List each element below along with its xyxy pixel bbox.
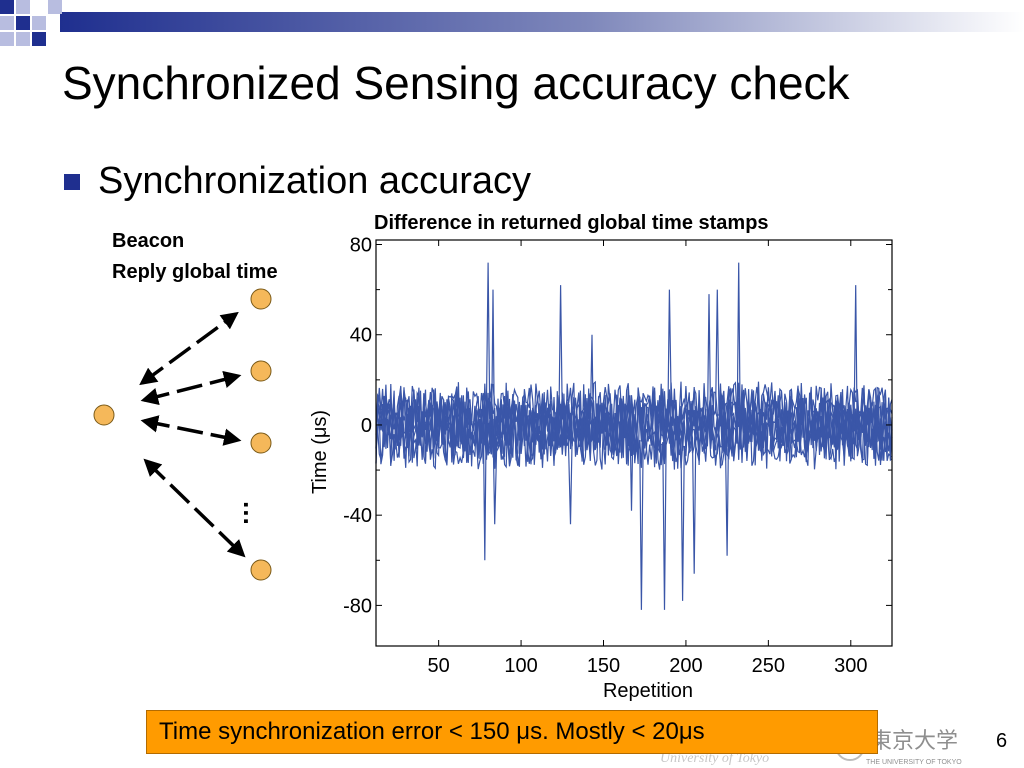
title-bar-decoration <box>0 0 1024 46</box>
tick-layer: 50 100 150 200 250 300 80 40 0 -40 -80 <box>343 235 892 677</box>
x-tick-label: 50 <box>428 655 450 677</box>
sync-diagram: … <box>93 288 272 581</box>
x-axis-label: Repetition <box>603 680 693 702</box>
bullet-text: Synchronization accuracy <box>98 160 531 202</box>
beacon-label: Beacon <box>112 230 185 252</box>
x-tick-label: 200 <box>669 655 702 677</box>
logo-subtext: THE UNIVERSITY OF TOKYO <box>866 759 962 766</box>
summary-note: Time synchronization error < 150 μs. Mos… <box>146 710 878 754</box>
slide-title: Synchronized Sensing accuracy check <box>62 57 850 109</box>
logo-script: University of Tokyo <box>660 751 769 766</box>
page-number: 6 <box>996 730 1008 752</box>
summary-note-text: Time synchronization error < 150 μs. Mos… <box>159 718 705 745</box>
series-line <box>375 289 893 456</box>
slave-node-2 <box>250 360 272 382</box>
plot-frame <box>375 239 893 647</box>
y-tick-label: -80 <box>343 595 372 617</box>
university-logo: 東京大学 THE UNIVERSITY OF TOKYO University … <box>660 729 962 766</box>
x-tick-label: 100 <box>504 655 537 677</box>
bullet-item: Synchronization accuracy <box>64 160 531 203</box>
x-tick-label: 250 <box>752 655 785 677</box>
reply-global-time-label: Reply global time <box>112 261 278 283</box>
slave-node-4 <box>250 559 272 581</box>
slave-node-1 <box>250 288 272 310</box>
y-tick-label: 40 <box>350 325 372 347</box>
y-tick-label: 80 <box>350 235 372 257</box>
slave-node-3 <box>250 432 272 454</box>
arrow-2 <box>140 370 242 406</box>
ellipsis-dots: … <box>238 500 268 526</box>
arrow-3 <box>140 415 242 446</box>
y-tick-label: -40 <box>343 505 372 527</box>
square-bullet-icon <box>64 173 80 190</box>
x-tick-label: 150 <box>587 655 620 677</box>
y-axis-label: Time (μs) <box>309 410 331 494</box>
series-layer <box>375 262 893 610</box>
master-node <box>93 404 115 426</box>
series-line <box>375 380 893 556</box>
chart-title: Difference in returned global time stamp… <box>374 212 769 234</box>
y-tick-label: 0 <box>361 415 372 437</box>
logo-text: 東京大学 <box>870 729 958 754</box>
x-tick-label: 300 <box>834 655 867 677</box>
arrow-4 <box>143 458 246 558</box>
